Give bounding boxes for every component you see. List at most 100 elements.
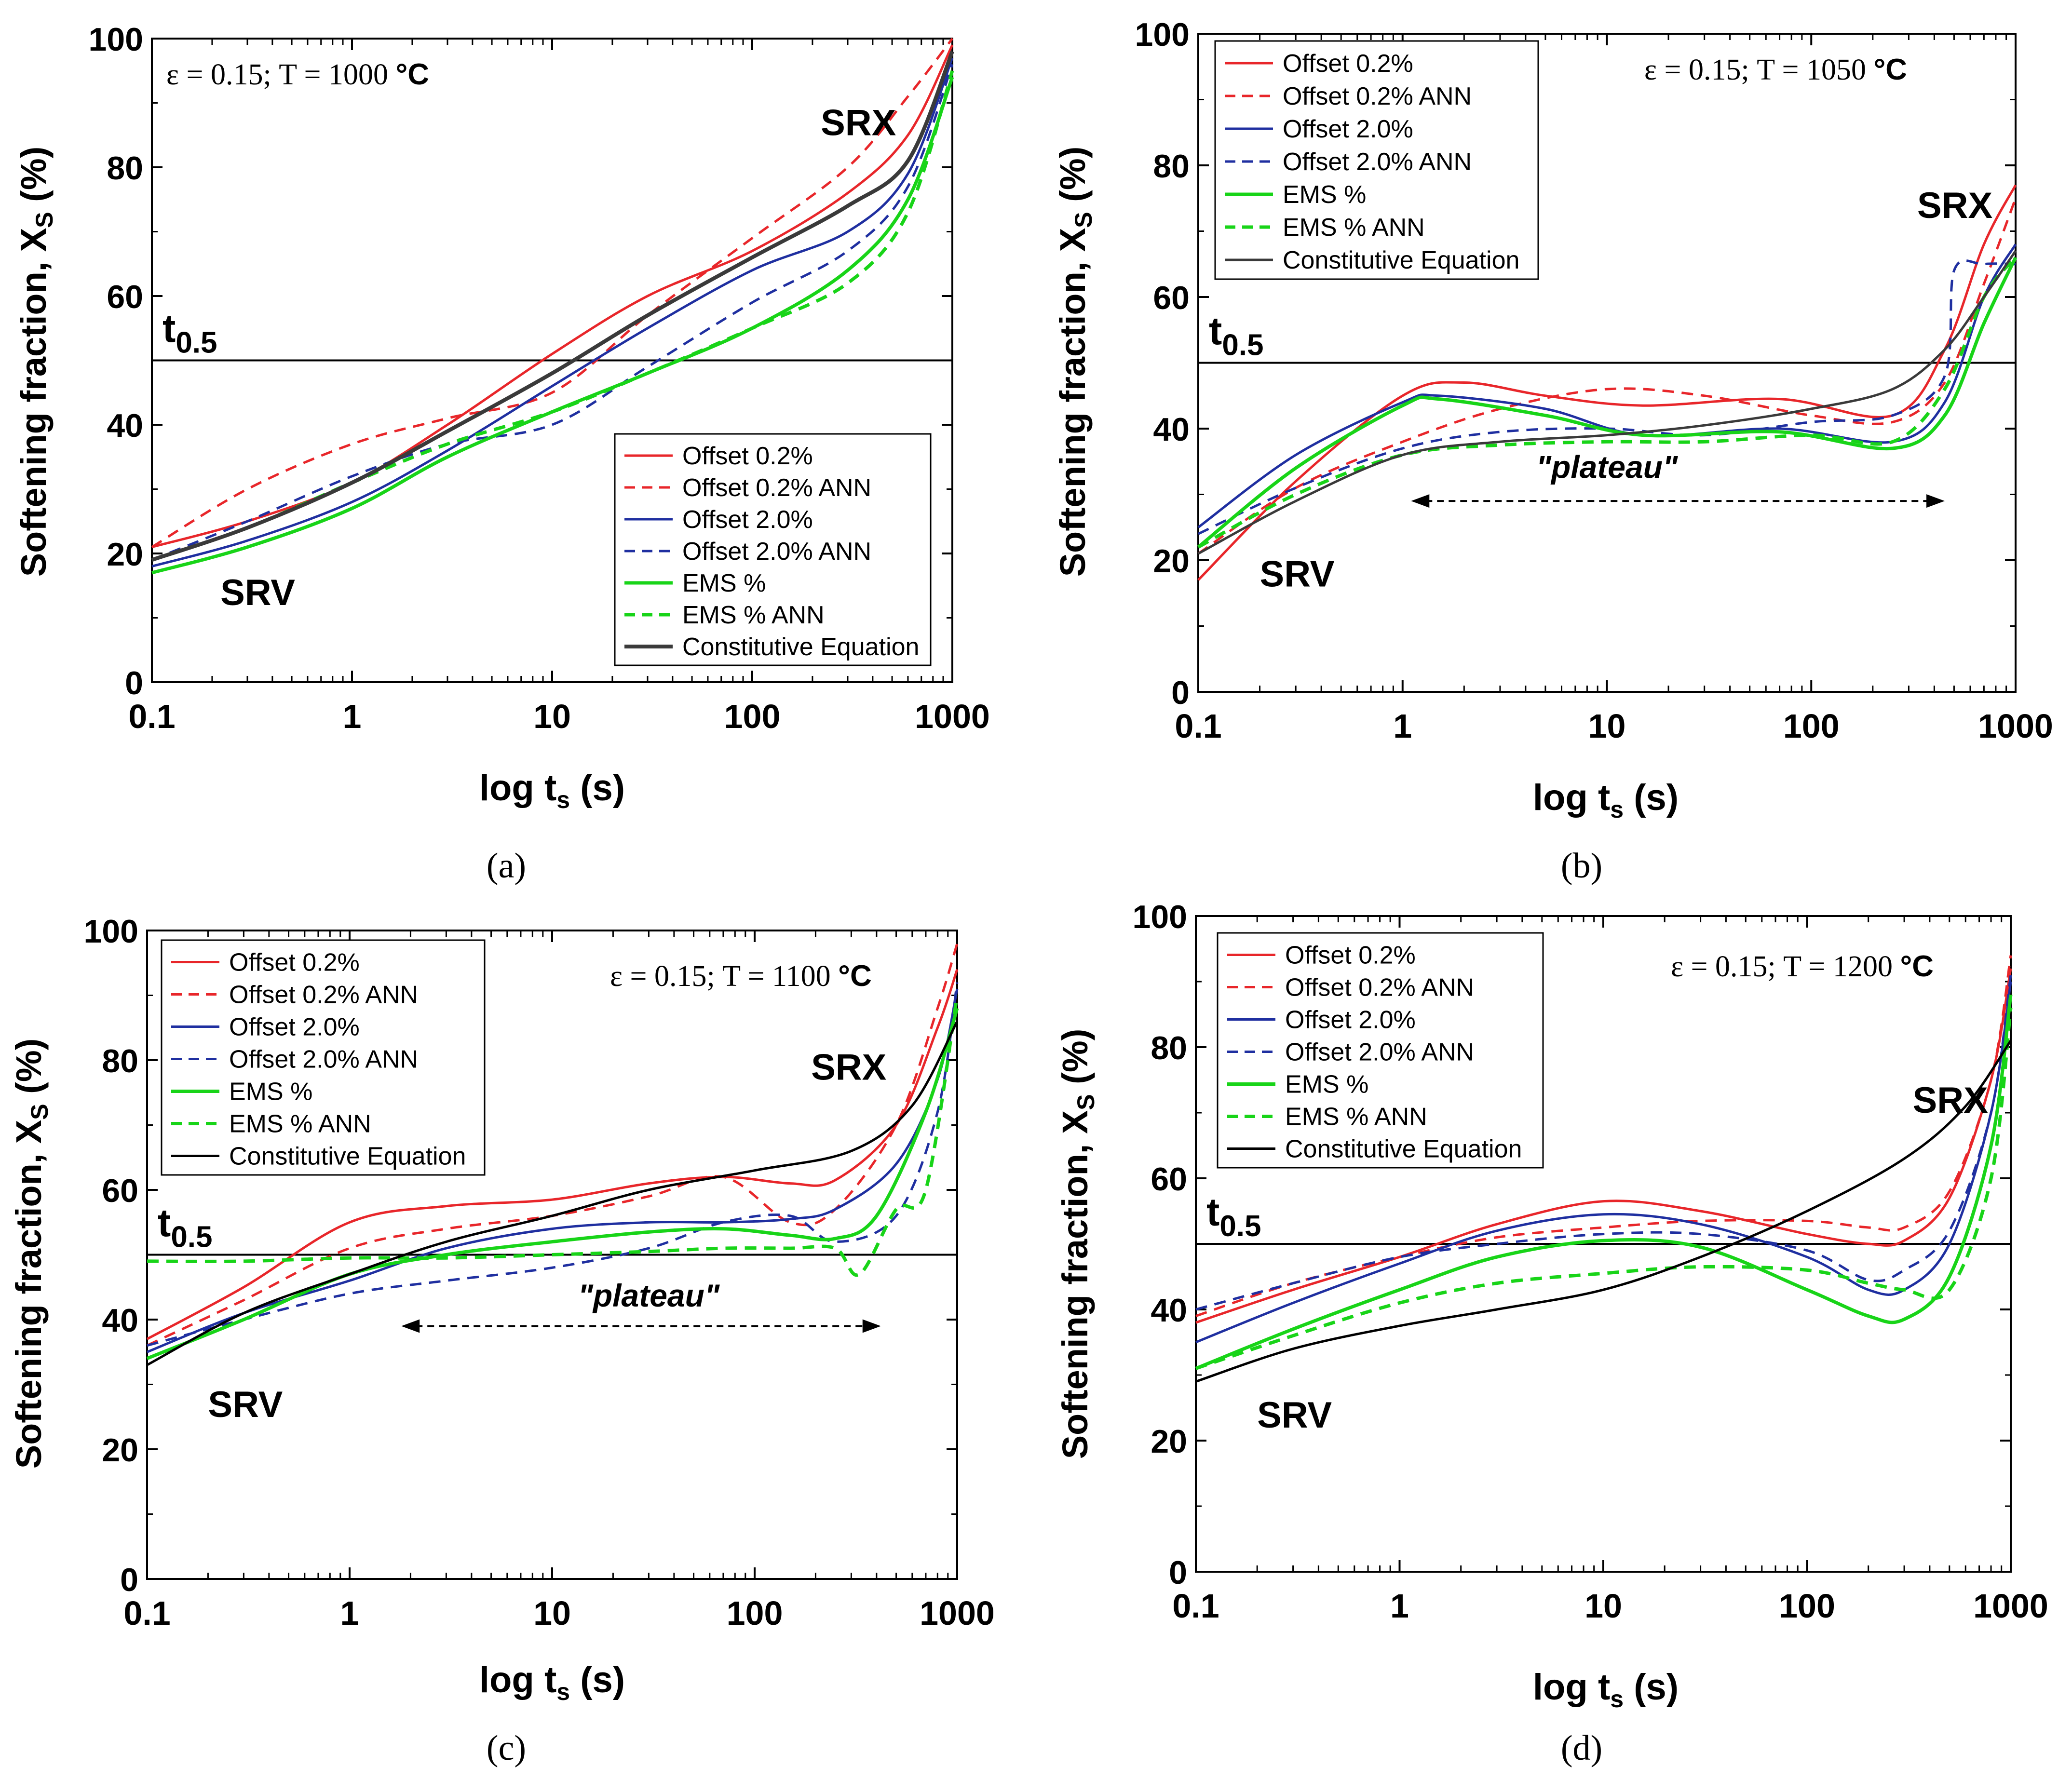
legend-label: EMS % ANN xyxy=(682,601,825,629)
srv-label: SRV xyxy=(220,572,295,613)
legend-label: Offset 2.0% ANN xyxy=(229,1046,418,1074)
legend-label: Offset 2.0% xyxy=(229,1013,360,1041)
legend-label: Offset 2.0% ANN xyxy=(1285,1038,1474,1066)
legend-label: Offset 2.0% ANN xyxy=(1283,148,1472,176)
legend-label: EMS % xyxy=(682,569,766,597)
t05-label: t0.5 xyxy=(158,1201,213,1254)
chart-panel-a: 0 20 40 60 80 100 0.1 1 10 100 1000 Softening fract… xyxy=(14,21,990,813)
legend-label: Offset 0.2% xyxy=(1285,942,1416,970)
legend-label: EMS % ANN xyxy=(229,1110,371,1138)
srv-label: SRV xyxy=(1260,554,1335,595)
series-line xyxy=(1197,256,2017,549)
x-tick-label: 0.1 xyxy=(128,698,175,735)
y-tick-label: 20 xyxy=(1153,543,1190,580)
x-axis-label: log ts (s) xyxy=(479,1659,625,1705)
srx-label: SRX xyxy=(1913,1080,1989,1121)
series-line xyxy=(1195,975,2012,1311)
y-tick-label: 80 xyxy=(1153,148,1190,185)
legend-label: Offset 0.2% ANN xyxy=(1285,974,1474,1002)
series-line xyxy=(1195,1007,2013,1370)
legend: Offset 0.2% Offset 0.2% ANN Offset 2.0% Off… xyxy=(161,939,486,1176)
y-axis-label: Softening fraction, XS (%) xyxy=(14,147,58,577)
series-line xyxy=(147,995,959,1277)
x-tick-label: 1 xyxy=(343,698,362,735)
legend-box xyxy=(1214,40,1539,280)
y-tick-label: 60 xyxy=(102,1173,138,1209)
y-tick-label: 80 xyxy=(1151,1030,1187,1066)
series-line xyxy=(146,1021,959,1366)
legend-label: EMS % xyxy=(229,1078,312,1106)
chart-panel-c: 0 20 40 60 80 100 0.1 1 10 100 1000 Softening fract… xyxy=(9,913,995,1705)
srv-label: SRV xyxy=(1257,1395,1332,1436)
x-tick-label: 1 xyxy=(1393,707,1412,745)
x-tick-label: 0.1 xyxy=(123,1594,170,1632)
series-line xyxy=(147,988,959,1353)
legend-label: Constitutive Equation xyxy=(682,633,919,661)
x-axis-label: log ts (s) xyxy=(1533,1667,1679,1713)
y-tick-label: 60 xyxy=(1153,280,1190,316)
series-line xyxy=(151,38,953,548)
x-tick-label: 1 xyxy=(1390,1587,1409,1625)
srx-label: SRX xyxy=(821,102,896,143)
series-line xyxy=(151,51,954,562)
y-tick-label: 20 xyxy=(107,536,143,573)
t05-label: t0.5 xyxy=(163,307,217,360)
x-tick-label: 0.1 xyxy=(1175,707,1221,745)
caption-b: (b) xyxy=(1561,846,1602,886)
chart-title: ε = 0.15; T = 1050 °C xyxy=(1644,53,1907,86)
chart-panel-d: 0 20 40 60 80 100 0.1 1 10 100 1000 Softening fract… xyxy=(1055,899,2048,1713)
caption-c: (c) xyxy=(487,1728,526,1768)
x-tick-label: 10 xyxy=(533,1594,571,1632)
y-axis-label: Softening fraction, XS (%) xyxy=(1055,1029,1099,1459)
y-tick-label: 100 xyxy=(84,913,138,950)
plateau-label: "plateau" xyxy=(1536,449,1678,485)
x-tick-label: 1 xyxy=(340,1594,359,1632)
legend-label: Offset 0.2% xyxy=(229,949,360,977)
series-line xyxy=(1197,198,2017,555)
legend: Offset 0.2% Offset 0.2% ANN Offset 2.0% Off… xyxy=(1214,40,1539,280)
legend-box xyxy=(614,433,932,666)
plateau-arrowhead-right xyxy=(1926,494,1945,508)
x-tick-label: 1000 xyxy=(915,698,990,735)
legend-label: Offset 2.0% xyxy=(682,506,813,534)
legend-label: Offset 0.2% ANN xyxy=(682,474,871,502)
legend-label: Constitutive Equation xyxy=(1283,246,1519,274)
series-line xyxy=(1195,1039,2012,1383)
y-tick-label: 60 xyxy=(1151,1161,1187,1198)
series-line xyxy=(1195,994,2013,1370)
y-tick-label: 40 xyxy=(102,1302,138,1339)
y-tick-label: 0 xyxy=(1171,674,1190,711)
y-tick-label: 40 xyxy=(1151,1292,1187,1329)
legend-box xyxy=(161,939,486,1176)
y-axis-label: Softening fraction, XS (%) xyxy=(9,1038,53,1469)
x-tick-label: 100 xyxy=(724,698,781,735)
legend: Offset 0.2% Offset 0.2% ANN Offset 2.0% Off… xyxy=(614,433,932,666)
y-tick-label: 60 xyxy=(107,279,143,315)
x-tick-label: 1000 xyxy=(1978,707,2053,745)
y-axis-label: Softening fraction, XS (%) xyxy=(1053,147,1097,577)
x-tick-label: 1000 xyxy=(920,1594,995,1632)
y-tick-label: 40 xyxy=(107,407,143,444)
y-tick-label: 100 xyxy=(89,21,143,58)
x-axis-label: log ts (s) xyxy=(479,768,625,813)
series-line xyxy=(1195,981,2012,1344)
plateau-arrowhead-right xyxy=(862,1319,881,1333)
srv-label: SRV xyxy=(208,1384,283,1425)
series-line xyxy=(1197,256,2018,549)
y-tick-label: 20 xyxy=(102,1432,138,1469)
t05-label: t0.5 xyxy=(1206,1190,1261,1243)
y-tick-label: 100 xyxy=(1133,899,1187,935)
x-tick-label: 1000 xyxy=(1973,1587,2048,1625)
y-tick-label: 0 xyxy=(125,665,143,701)
y-tick-label: 20 xyxy=(1151,1423,1187,1460)
chart-title: ε = 0.15; T = 1100 °C xyxy=(610,959,872,993)
y-tick-label: 80 xyxy=(107,150,143,187)
plateau-arrowhead-left xyxy=(401,1319,420,1333)
series-line xyxy=(151,76,954,575)
y-tick-label: 0 xyxy=(120,1562,138,1598)
y-tick-label: 80 xyxy=(102,1043,138,1079)
series-line xyxy=(1197,250,2017,555)
plateau-label: "plateau" xyxy=(578,1278,720,1313)
x-tick-label: 100 xyxy=(1783,707,1840,745)
